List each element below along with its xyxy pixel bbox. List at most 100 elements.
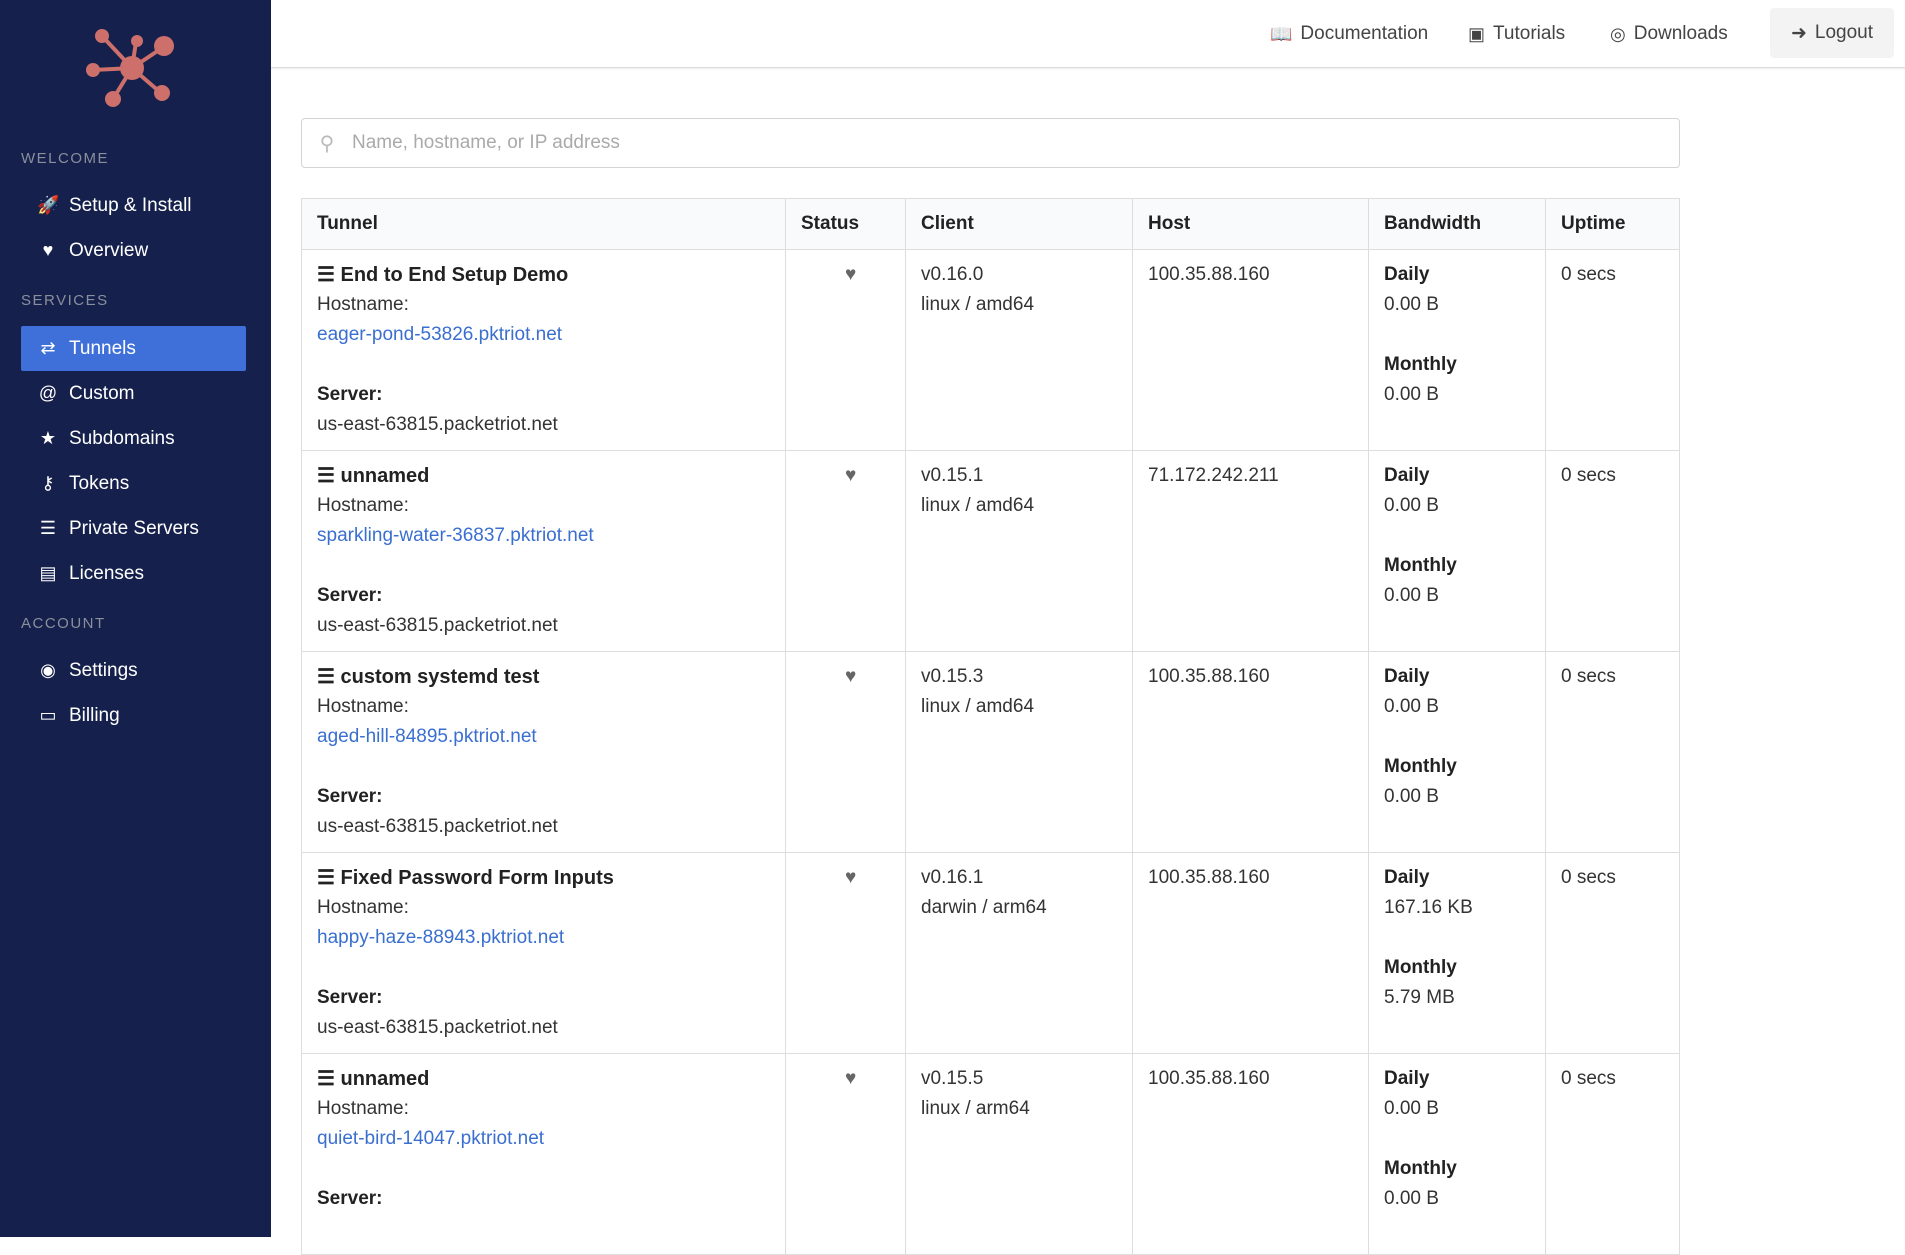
daily-value: 0.00 B (1384, 1098, 1439, 1119)
sidebar-item-settings[interactable]: ◉ Settings (21, 648, 246, 693)
disc-icon: ◎ (1610, 23, 1626, 44)
chalkboard-teacher-icon: ▣ (1468, 23, 1486, 44)
hostname-link[interactable]: eager-pond-53826.pktriot.net (317, 324, 563, 345)
table-row[interactable]: ☰ Fixed Password Form Inputs Hostname: hap… (301, 852, 1680, 1054)
server-label-text: Server: (317, 786, 383, 807)
tutorials-link[interactable]: ▣ Tutorials (1468, 0, 1565, 68)
star-icon: ★ (39, 428, 57, 448)
sidebar-item-label: Subdomains (69, 427, 175, 449)
daily-label: Daily (1384, 1068, 1430, 1089)
sidebar-item-label: Private Servers (69, 517, 199, 539)
status-cell: ♥ (785, 249, 906, 451)
status-cell: ♥ (785, 1053, 906, 1255)
daily-value: 0.00 B (1384, 696, 1439, 717)
heartbeat-icon: ♥ (845, 867, 857, 888)
monthly-label: Monthly (1384, 1158, 1457, 1179)
monthly-label: Monthly (1384, 957, 1457, 978)
key-icon: ⚷ (41, 473, 55, 493)
server-label: Server: (317, 380, 770, 410)
table-row[interactable]: ☰ unnamed Hostname: sparkling-water-36837.… (301, 450, 1680, 652)
monthly-label: Monthly (1384, 756, 1457, 777)
sidebar-item-tunnels[interactable]: ⇄ Tunnels (21, 326, 246, 371)
book-reader-icon: 📖 (1270, 23, 1293, 44)
monthly-value: 0.00 B (1384, 1188, 1439, 1209)
sidebar: WELCOME 🚀 Setup & Install ♥ Overview SERVI… (0, 0, 271, 1237)
section-account: ACCOUNT (21, 615, 106, 632)
header-host[interactable]: Host (1132, 198, 1369, 250)
bandwidth-cell: Daily 0.00 B Monthly 0.00 B (1368, 1053, 1546, 1255)
sidebar-item-label: Licenses (69, 562, 144, 584)
header-uptime[interactable]: Uptime (1545, 198, 1680, 250)
daily-label: Daily (1384, 666, 1430, 687)
daily-value: 167.16 KB (1384, 897, 1473, 918)
server-label-text: Server: (317, 1188, 383, 1209)
client-cell: v0.16.0 linux / amd64 (905, 249, 1133, 451)
uptime-cell: 0 secs (1545, 249, 1680, 451)
logout-button[interactable]: ➜ Logout (1770, 8, 1894, 58)
heartbeat-icon: ♥ (42, 240, 54, 260)
server-icon: ☰ (317, 264, 341, 286)
heartbeat-icon: ♥ (845, 465, 857, 486)
host-cell: 71.172.242.211 (1132, 450, 1369, 652)
client-platform: linux / amd64 (921, 495, 1035, 516)
file-icon: ▤ (39, 563, 57, 583)
monthly-value: 5.79 MB (1384, 987, 1455, 1008)
sidebar-item-setup[interactable]: 🚀 Setup & Install (21, 183, 246, 228)
hostname-label: Hostname: (317, 897, 409, 918)
hostname-link[interactable]: happy-haze-88943.pktriot.net (317, 927, 565, 948)
search-input[interactable] (352, 132, 1679, 154)
sidebar-item-label: Tokens (69, 472, 130, 494)
sidebar-item-private-servers[interactable]: ☰ Private Servers (21, 506, 246, 551)
hostname-link[interactable]: sparkling-water-36837.pktriot.net (317, 525, 594, 546)
monthly-value: 0.00 B (1384, 585, 1439, 606)
header-bandwidth[interactable]: Bandwidth (1368, 198, 1546, 250)
server-icon: ☰ (317, 1068, 341, 1090)
hostname-link[interactable]: quiet-bird-14047.pktriot.net (317, 1128, 545, 1149)
section-services: SERVICES (21, 292, 109, 309)
hostname-label: Hostname: (317, 495, 409, 516)
sidebar-item-subdomains[interactable]: ★ Subdomains (21, 416, 246, 461)
documentation-label: Documentation (1300, 23, 1429, 44)
documentation-link[interactable]: 📖 Documentation (1270, 0, 1428, 68)
tunnel-cell: ☰ unnamed Hostname: quiet-bird-14047.pktri… (301, 1053, 786, 1255)
tunnel-name-text: unnamed (340, 1068, 430, 1090)
client-platform: linux / amd64 (921, 294, 1035, 315)
tunnel-cell: ☰ custom systemd test Hostname: aged-hill-… (301, 651, 786, 853)
table-row[interactable]: ☰ custom systemd test Hostname: aged-hill-… (301, 651, 1680, 853)
server-label-text: Server: (317, 987, 383, 1008)
header-client[interactable]: Client (905, 198, 1133, 250)
header-tunnel[interactable]: Tunnel (301, 198, 786, 250)
host-cell: 100.35.88.160 (1132, 249, 1369, 451)
client-cell: v0.16.1 darwin / arm64 (905, 852, 1133, 1054)
logo-icon (86, 29, 174, 107)
header-status[interactable]: Status (785, 198, 906, 250)
table-row[interactable]: ☰ End to End Setup Demo Hostname: eager-po… (301, 249, 1680, 451)
tunnel-cell: ☰ Fixed Password Form Inputs Hostname: hap… (301, 852, 786, 1054)
sidebar-item-tokens[interactable]: ⚷ Tokens (21, 461, 246, 506)
uptime-cell: 0 secs (1545, 651, 1680, 853)
rocket-icon: 🚀 (37, 195, 60, 215)
monthly-value: 0.00 B (1384, 786, 1439, 807)
table-row[interactable]: ☰ unnamed Hostname: quiet-bird-14047.pktri… (301, 1053, 1680, 1255)
uptime-cell: 0 secs (1545, 450, 1680, 652)
sidebar-item-licenses[interactable]: ▤ Licenses (21, 551, 246, 596)
server-icon: ☰ (317, 867, 341, 889)
client-platform: darwin / arm64 (921, 897, 1047, 918)
server-icon: ☰ (39, 518, 57, 538)
client-cell: v0.15.5 linux / arm64 (905, 1053, 1133, 1255)
downloads-link[interactable]: ◎ Downloads (1610, 0, 1728, 68)
sidebar-item-custom[interactable]: @ Custom (21, 371, 246, 416)
sidebar-item-label: Billing (69, 704, 120, 726)
sidebar-item-billing[interactable]: ▭ Billing (21, 693, 246, 738)
tunnel-name-text: End to End Setup Demo (340, 264, 569, 286)
server-label: Server: (317, 1184, 770, 1214)
client-cell: v0.15.3 linux / amd64 (905, 651, 1133, 853)
bandwidth-cell: Daily 0.00 B Monthly 0.00 B (1368, 450, 1546, 652)
tunnel-name: ☰ unnamed (317, 461, 770, 491)
host-cell: 100.35.88.160 (1132, 852, 1369, 1054)
hostname-link[interactable]: aged-hill-84895.pktriot.net (317, 726, 537, 747)
status-cell: ♥ (785, 651, 906, 853)
host-cell: 100.35.88.160 (1132, 651, 1369, 853)
server-label-text: Server: (317, 585, 383, 606)
sidebar-item-overview[interactable]: ♥ Overview (21, 228, 246, 273)
